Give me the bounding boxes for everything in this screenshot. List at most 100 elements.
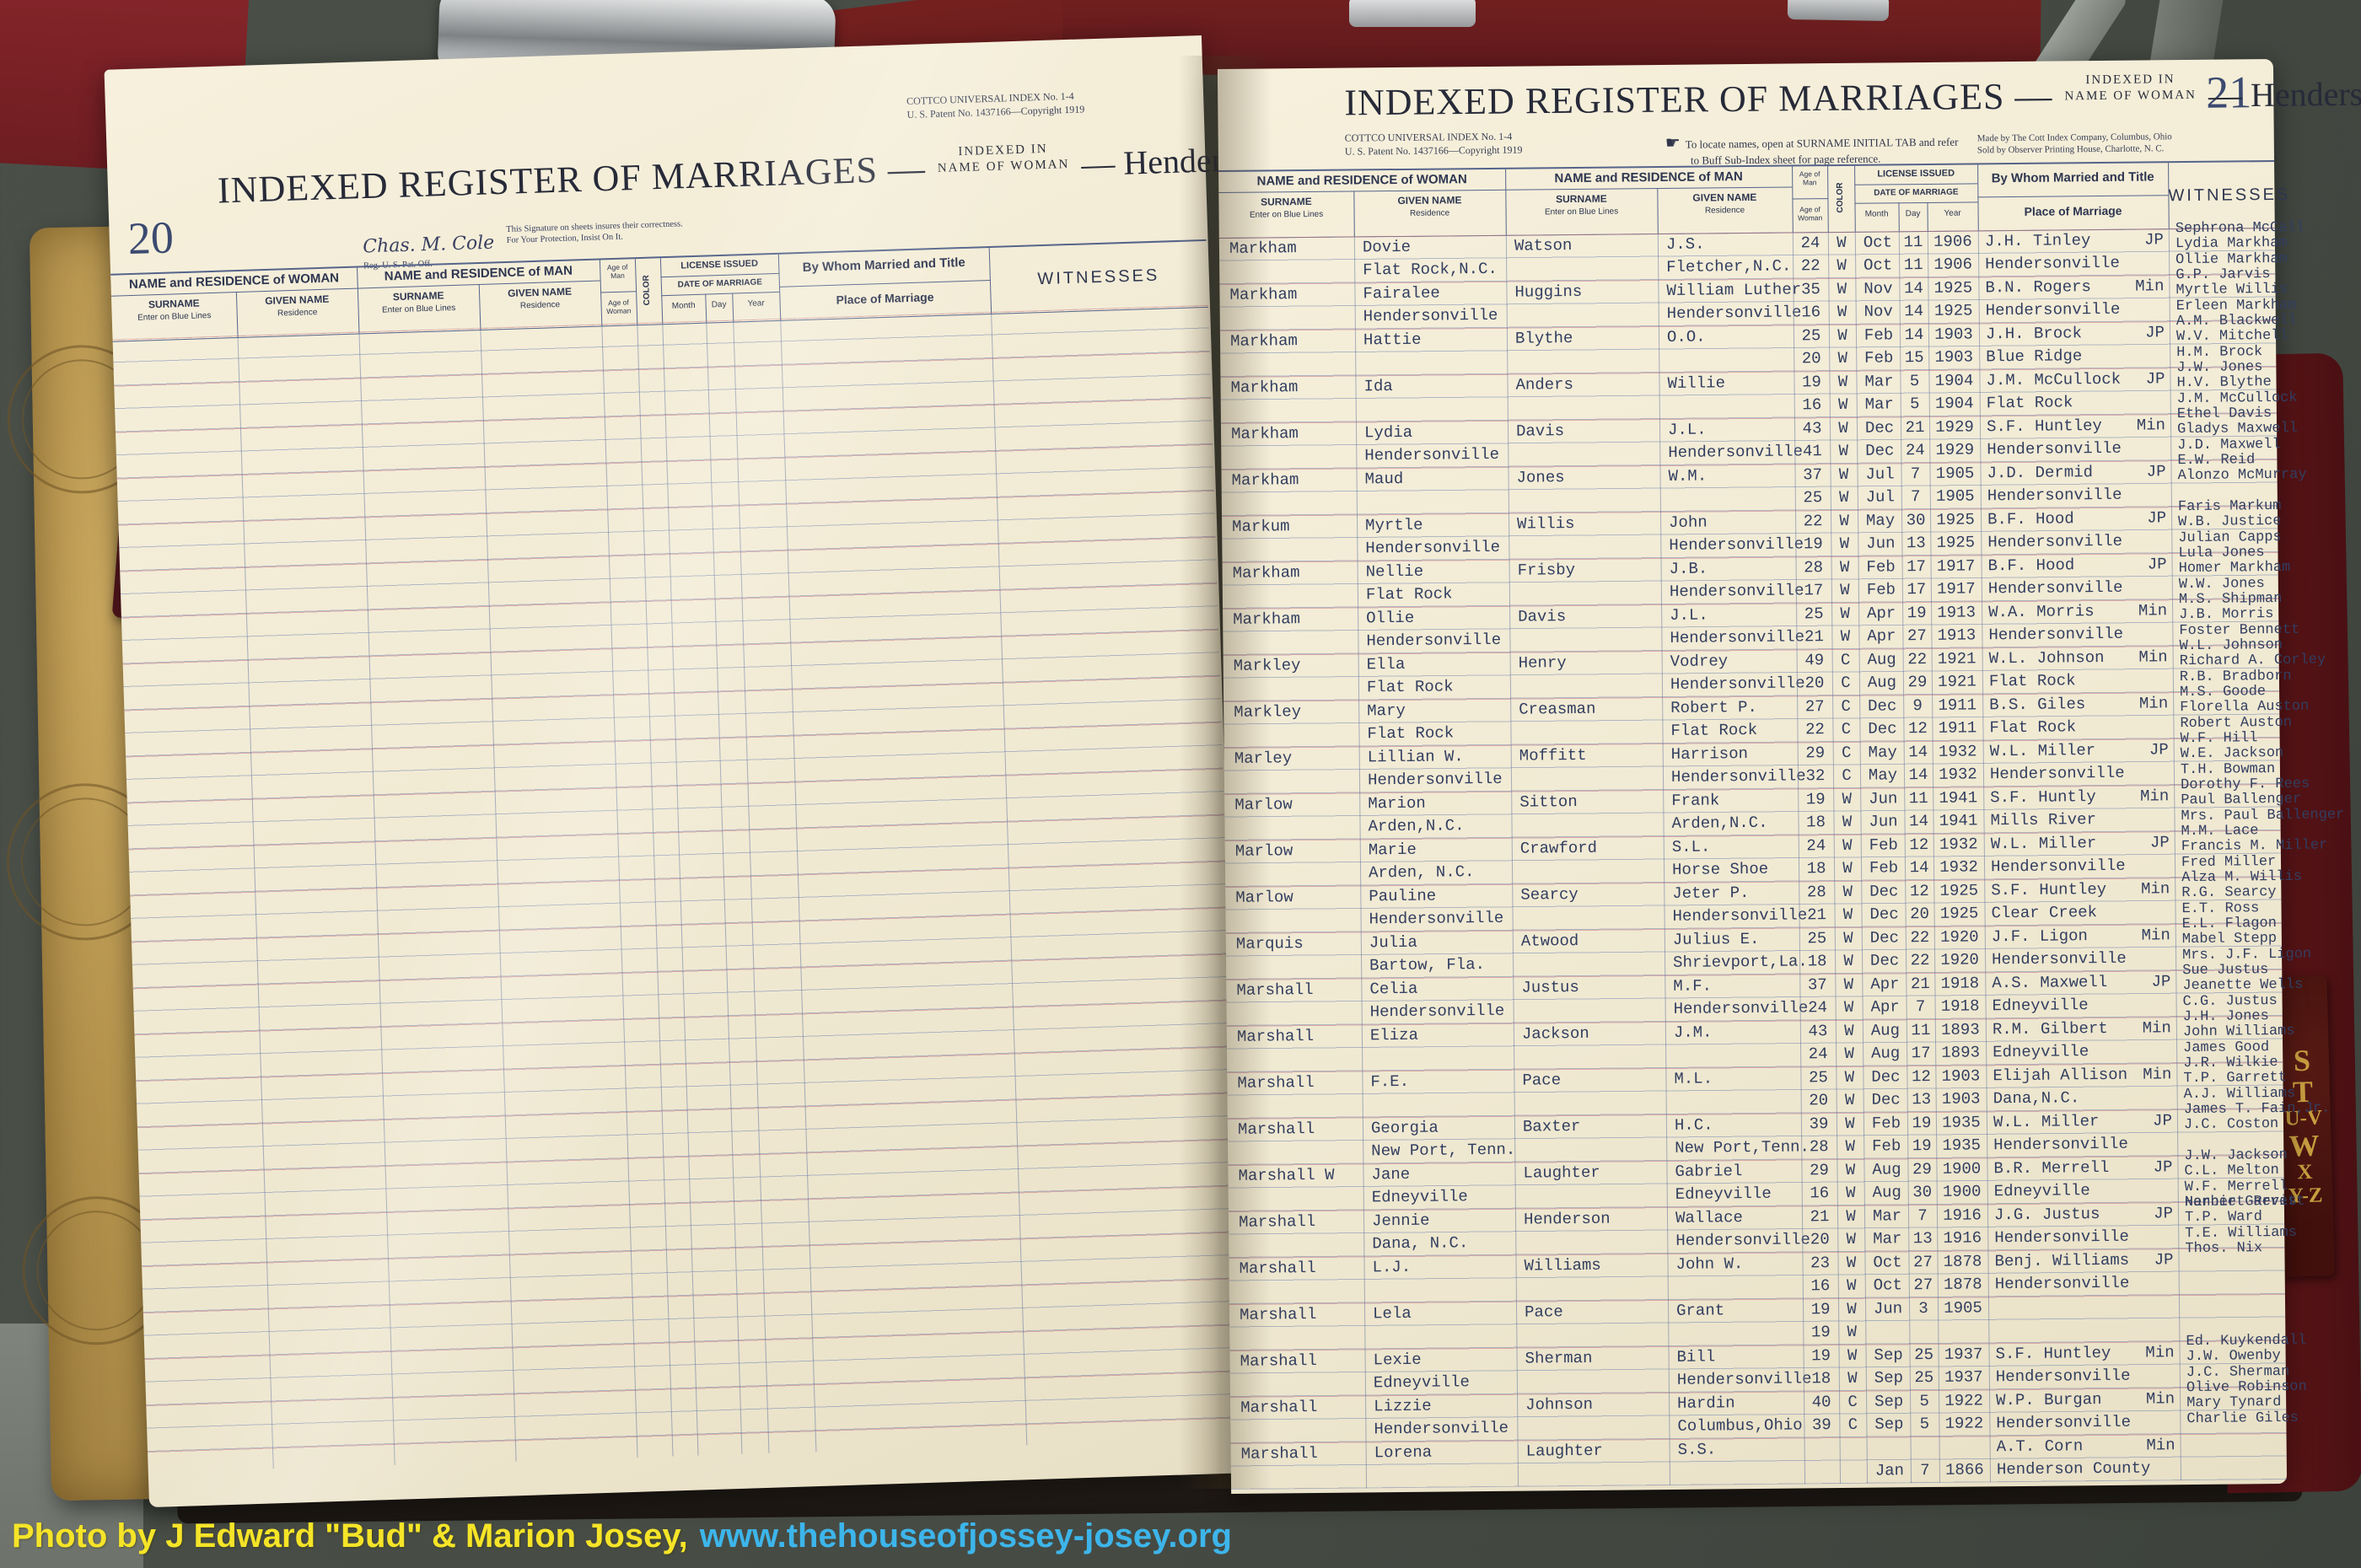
woman-surname: Markley [1234,702,1302,722]
woman-surname: Marshall [1239,1258,1316,1278]
cottco-line2: U. S. Patent No. 1437166—Copyright 1919 [1344,143,1523,158]
man-given-name: O.O. [1666,327,1706,346]
woman-given-name: Georgia [1370,1118,1439,1138]
woman-residence: Flat Rock,N.C. [1363,259,1498,280]
officiant-title: JP [2147,555,2167,574]
woman-given-name: Celia [1369,979,1418,999]
officiant-title: Min [2138,694,2169,713]
woman-age: 18 [1806,813,1826,832]
witness-name: M.S. Shipman [2178,590,2283,609]
woman-age: 17 [1804,581,1824,600]
man-given-name: M.L. [1674,1069,1713,1088]
place-of-marriage: Blue Ridge [1986,346,2083,367]
man-surname: Jackson [1521,1023,1589,1044]
woman-age: 19 [1803,534,1823,554]
county-title: — Henderson County, N. C. [2208,72,2361,115]
woman-given-name: Fairalee [1363,283,1440,303]
place-of-marriage: Edneyville [1993,1181,2090,1201]
marriage-year: 1905 [1935,486,1975,506]
marriage-year: 1900 [1942,1182,1982,1201]
officiant-name: B.F. Hood [1987,509,2074,529]
register-title: INDEXED REGISTER OF MARRIAGES — [1344,75,2053,124]
woman-age: 21 [1807,905,1827,925]
woman-given-name: Lorena [1374,1442,1433,1463]
col-place: Place of Marriage [836,290,934,307]
man-given-name: M.F. [1673,976,1713,996]
officiant-name: R.M. Gilbert [1992,1018,2108,1039]
license-year: 1905 [1935,464,1975,483]
man-age: 24 [1800,234,1820,253]
woman-residence: Flat Rock [1365,584,1453,604]
woman-given-name: Maud [1364,469,1404,489]
officiant-name: B.F. Hood [1987,556,2075,576]
man-surname: Sherman [1525,1348,1593,1368]
col-age-woman: Age of Woman [1798,205,1823,223]
witness-list: A.M. Blackwell W.V. Mitchell H.M. Brock [2176,313,2304,362]
woman-given-name: Lizzie [1374,1396,1432,1416]
place-of-marriage: Hendersonville [1994,1273,2130,1294]
license-month: Oct [1863,233,1893,252]
marriage-day: 30 [1912,1182,1933,1202]
man-surname: Baxter [1522,1116,1581,1136]
cottco-line1: COTTCO UNIVERSAL INDEX No. 1-4 [1344,130,1513,144]
license-month: Apr [1870,975,1900,994]
col-day: Day [1905,209,1921,219]
signature-note2: For Your Protection, Insist On It. [506,232,624,246]
witness-list: Dorothy F. Rees Paul Ballenger Mrs. Paul… [2181,776,2344,825]
woman-age: 16 [1801,303,1821,322]
license-month: Mar [1864,372,1894,391]
witness-name: Thos. Nix [2185,1240,2263,1258]
place-of-marriage: Hendersonville [1987,531,2123,552]
metal-binding-post [1787,0,1890,22]
col-woman-given: GIVEN NAME Residence [1397,194,1462,218]
license-day: 21 [1905,418,1925,438]
woman-given-name: Ollie [1366,608,1415,628]
witness-list: E.W. Reid Alonzo McMurray [2177,452,2306,485]
witness-name: J.M. McCullock [2176,389,2298,407]
license-month: May [1868,743,1897,762]
man-residence: Hendersonville [1669,581,1804,601]
woman-given-name: Ida [1363,377,1393,396]
witness-list: Olive Robinson Mary Tynard Charlie Giles [2186,1379,2314,1428]
license-day: 5 [1909,372,1920,391]
indexed-in-line1: INDEXED IN [2085,72,2175,88]
woman-surname: Markham [1233,609,1301,629]
color-code: W [1845,1160,1856,1179]
license-month: Feb [1871,1114,1901,1133]
woman-surname: Markham [1232,563,1300,583]
col-man-given: GIVEN NAME Residence [507,285,573,311]
witness-name: E.L. Flagon [2181,916,2278,933]
witness-name: C.L. Melton [2184,1163,2279,1180]
witness-list: J.W. Jones H.V. Blythe J.M. McCullock [2176,359,2304,408]
man-residence: New Port,Tenn. [1675,1137,1810,1157]
man-given-name: John W. [1675,1254,1744,1274]
marriage-day: 12 [1907,719,1928,738]
man-surname: Davis [1518,607,1567,626]
cottco-note: COTTCO UNIVERSAL INDEX No. 1-4 U. S. Pat… [1345,131,1523,158]
marriage-year: 1916 [1943,1228,1982,1248]
woman-residence: Hendersonville [1367,769,1503,790]
woman-given-name: Ella [1366,654,1406,674]
license-day: 30 [1906,511,1926,530]
man-surname: Sitton [1519,792,1578,812]
license-year: 1917 [1936,556,1976,576]
marriage-day: 20 [1910,904,1930,924]
witness-name: Mrs. J.F. Ligon [2181,946,2312,964]
witness-list: James T. Fain,Jr. J.C. Coston [2184,1100,2331,1134]
color-code: W [1837,233,1847,253]
place-of-marriage: Edneyville [1993,1042,2089,1062]
woman-age: 19 [1810,1323,1831,1342]
witness-list: W.L. Johnson Richard A. Corley R.B. Brad… [2179,637,2326,686]
witness-name: James Good [2183,1039,2270,1056]
officiant-title: Min [2146,1436,2175,1455]
woman-surname: Markham [1230,378,1299,397]
indexed-in-line1: INDEXED IN [958,142,1048,159]
color-code: W [1842,905,1853,924]
col-man-surname: SURNAME Enter on Blue Lines [1544,192,1619,217]
witness-name: W.E. Jackson [2180,745,2284,763]
woman-residence: Hendersonville [1365,537,1501,558]
color-code: W [1846,1229,1857,1248]
man-age: 19 [1810,1300,1831,1319]
man-given-name: Jeter P. [1672,883,1750,903]
man-residence: Hendersonville [1675,1230,1811,1250]
